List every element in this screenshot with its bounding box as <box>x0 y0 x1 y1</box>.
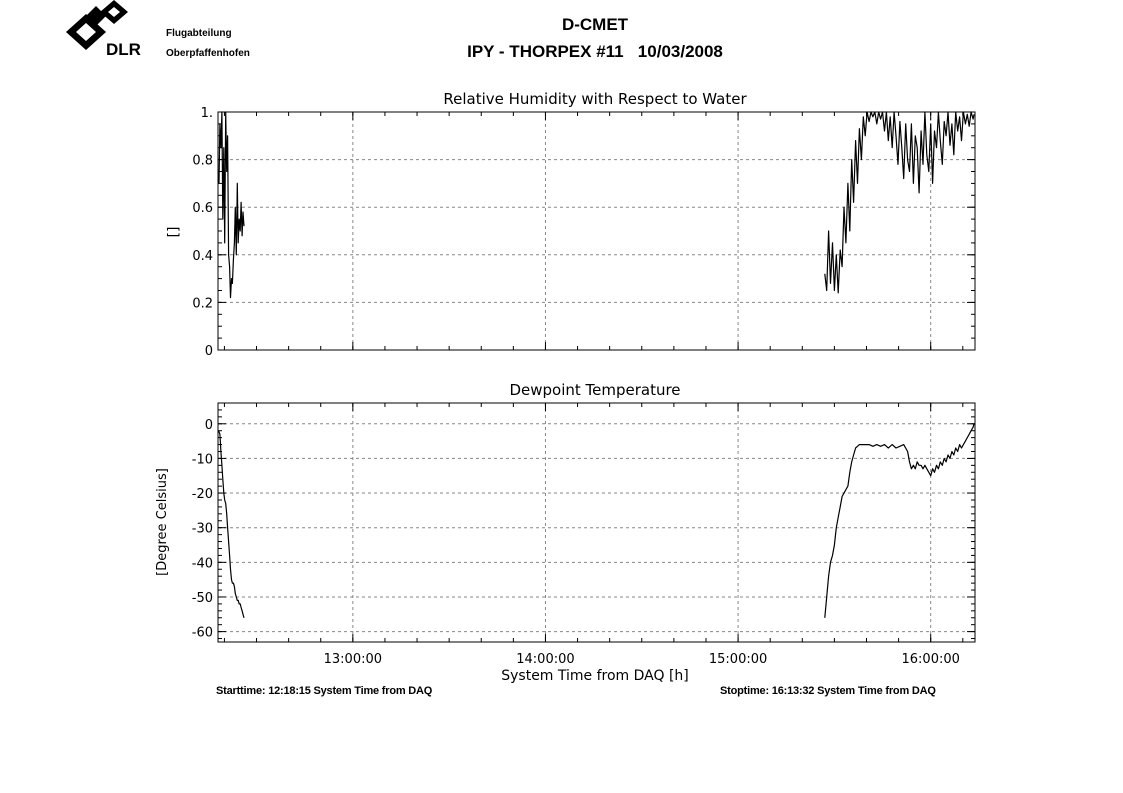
start-time: Starttime: 12:18:15 System Time from DAQ <box>216 685 433 697</box>
page-subtitle: IPY - THORPEX #11 10/03/2008 <box>467 42 723 61</box>
rh-y-label: [] <box>166 227 182 238</box>
dlr-logo-icon <box>66 0 128 50</box>
x-axis-label: System Time from DAQ [h] <box>501 668 689 684</box>
y-tick-label: 0 <box>205 344 213 359</box>
x-tick-label: 14:00:00 <box>516 652 574 667</box>
y-tick-label: -30 <box>192 522 213 537</box>
dewpoint-axes: 13:00:00 14:00:00 15:00:00 16:00:00 0 -10 -20 -… <box>192 402 976 667</box>
page-title: D-CMET <box>561 15 629 34</box>
x-tick-label: 16:00:00 <box>902 652 960 667</box>
dewpoint-chart: Dewpoint Temperature 13:00:00 14:00:00 15:… <box>155 381 976 684</box>
rh-series <box>218 111 975 299</box>
y-tick-label: 0.8 <box>192 154 213 169</box>
series-line <box>824 111 975 294</box>
dewpoint-series <box>218 423 975 618</box>
y-tick-label: 0.2 <box>192 296 213 311</box>
series-line <box>218 430 245 618</box>
y-tick-label: -60 <box>192 626 213 641</box>
x-tick-label: 15:00:00 <box>709 652 767 667</box>
series-line <box>824 423 975 618</box>
rh-chart: Relative Humidity with Respect to Water … <box>166 90 976 359</box>
series-line <box>218 111 245 299</box>
y-tick-label: -20 <box>192 487 213 502</box>
org-line-2: Oberpfaffenhofen <box>166 48 250 59</box>
rh-chart-title: Relative Humidity with Respect to Water <box>443 90 747 108</box>
stop-time: Stoptime: 16:13:32 System Time from DAQ <box>720 685 936 697</box>
dewpoint-grid <box>218 403 975 642</box>
dewpoint-y-label: [Degree Celsius] <box>155 468 170 576</box>
y-tick-label: -50 <box>192 591 213 606</box>
org-line-1: Flugabteilung <box>166 28 232 39</box>
logo-text: DLR <box>106 40 141 59</box>
y-tick-label: 1. <box>201 106 213 121</box>
rh-axes: 0 0.2 0.4 0.6 0.8 1. <box>192 106 976 359</box>
dewpoint-chart-title: Dewpoint Temperature <box>509 381 680 399</box>
y-tick-label: 0.6 <box>192 201 213 216</box>
plot-frame <box>217 402 976 643</box>
y-tick-label: 0 <box>205 418 213 433</box>
y-tick-label: -40 <box>192 556 213 571</box>
y-tick-label: 0.4 <box>192 249 213 264</box>
y-tick-label: -10 <box>192 452 213 467</box>
dlr-logo <box>62 0 142 62</box>
x-tick-label: 13:00:00 <box>324 652 382 667</box>
